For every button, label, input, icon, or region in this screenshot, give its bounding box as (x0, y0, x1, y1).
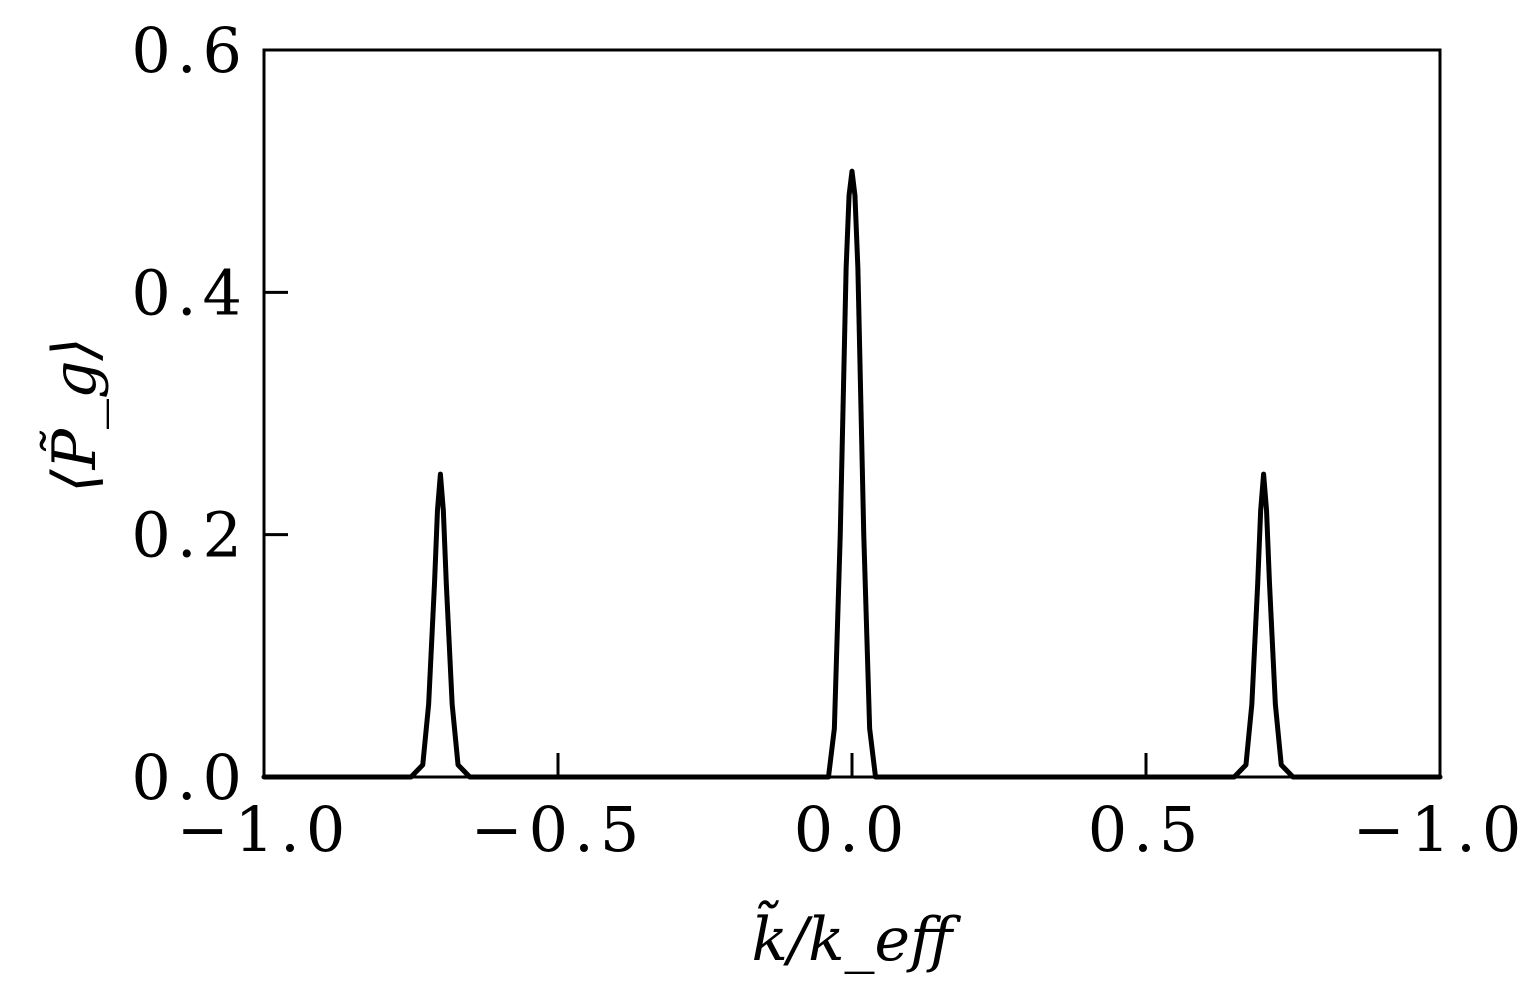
y-tick-label: 0.2 (131, 499, 248, 572)
x-tick-label: −1.0 (177, 793, 352, 866)
y-tick-label: 0.6 (131, 14, 248, 87)
y-axis-label: ⟨P̃_g⟩ (39, 337, 110, 493)
x-tick-label: −0.5 (471, 793, 646, 866)
series-line (261, 168, 1443, 780)
y-tick-labels: 0.0 0.2 0.4 0.6 (131, 14, 248, 814)
x-tick-labels: −1.0 −0.5 0.0 0.5 −1.0 (177, 793, 1528, 866)
y-tick-label: 0.0 (131, 741, 248, 814)
y-tick-label: 0.4 (131, 256, 248, 329)
y-axis-label-text: ⟨P̃_g⟩ (39, 337, 110, 493)
x-tick-label: 0.0 (794, 793, 911, 866)
x-axis-label: k̃/k_eff (752, 901, 962, 975)
x-tick-label: 0.5 (1088, 793, 1205, 866)
x-axis-label-text: k̃/k_eff (752, 901, 962, 975)
x-ticks (262, 753, 1442, 777)
x-tick-label: −1.0 (1353, 793, 1528, 866)
